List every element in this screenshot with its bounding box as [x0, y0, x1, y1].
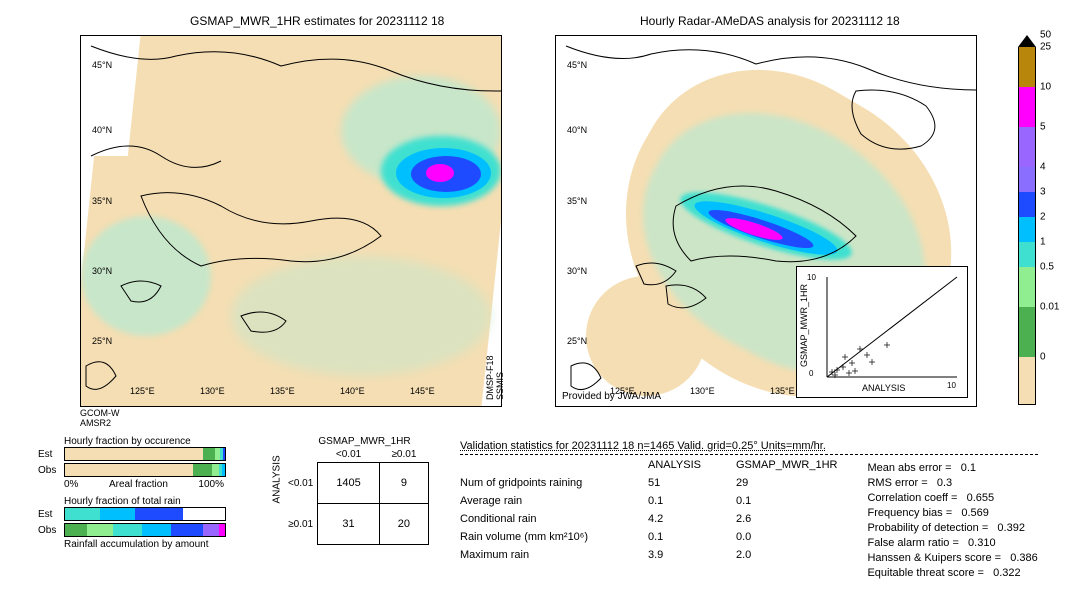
lon-tick: 125°E: [130, 386, 155, 396]
left-map-title: GSMAP_MWR_1HR estimates for 20231112 18: [190, 14, 444, 28]
contingency-table: GSMAP_MWR_1HR ANALYSIS <0.01 ≥0.01 <0.01…: [270, 436, 429, 545]
lat-tick: 30°N: [92, 266, 112, 276]
colorbar: 502510543210.50.010: [1018, 35, 1036, 405]
lon-tick: 130°E: [200, 386, 225, 396]
lon-tick: 145°E: [410, 386, 435, 396]
scatter-plot: 0 10 10 ANALYSIS GSMAP_MWR_1HR: [796, 266, 968, 398]
lat-tick: 35°N: [92, 196, 112, 206]
right-map-title: Hourly Radar-AMeDAS analysis for 2023111…: [640, 14, 900, 28]
lat-tick: 45°N: [92, 60, 112, 70]
map-footer-left: GCOM-W AMSR2: [80, 408, 120, 428]
validation-stats: Validation statistics for 20231112 18 n=…: [460, 440, 1038, 579]
scatter-ylabel: GSMAP_MWR_1HR: [799, 284, 809, 367]
lon-tick: 135°E: [270, 386, 295, 396]
left-map: [80, 35, 502, 407]
right-map: 0 10 10 ANALYSIS GSMAP_MWR_1HR Provided …: [555, 35, 977, 407]
lon-tick: 140°E: [340, 386, 365, 396]
lat-tick: 40°N: [92, 125, 112, 135]
lat-tick: 25°N: [92, 336, 112, 346]
coastline-left: [81, 36, 501, 406]
fraction-section: Hourly fraction by occurence EstObs 0% A…: [38, 436, 226, 550]
scatter-xlabel: ANALYSIS: [862, 383, 905, 393]
map-footer-right: DMSP-F18 SSMIS: [485, 355, 505, 400]
